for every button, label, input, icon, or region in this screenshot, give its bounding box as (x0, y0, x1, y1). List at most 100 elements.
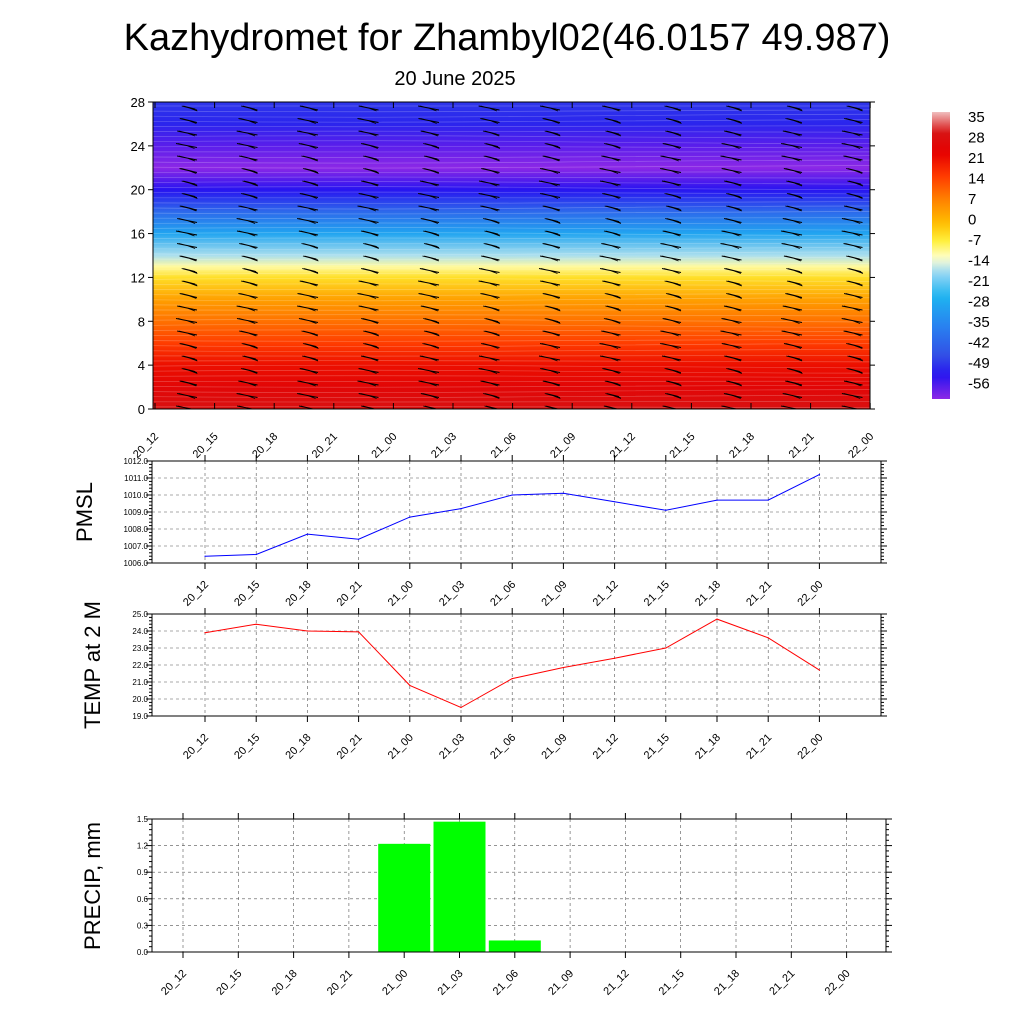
wind-barb (908, 169, 924, 174)
wind-barb (482, 305, 500, 312)
wind-barb (903, 206, 923, 211)
wind-barb (238, 380, 258, 387)
wind-barb (302, 180, 319, 187)
wind-barb (721, 230, 742, 237)
wind-barb (297, 218, 319, 224)
wind-barb (179, 118, 198, 124)
wind-barb (297, 130, 319, 137)
data-point (767, 499, 769, 501)
wind-barb (660, 343, 682, 349)
ytick-label: 1.5 (137, 815, 149, 824)
heatmap-xtick-label: 21_18 (727, 431, 757, 461)
wind-barb (785, 293, 803, 299)
wind-barb (361, 318, 379, 324)
wind-barb (478, 193, 500, 199)
wind-barb (903, 294, 923, 299)
wind-barb (481, 255, 500, 262)
wind-barb (418, 280, 440, 287)
wind-barb (542, 205, 561, 212)
wind-barb (601, 155, 621, 162)
data-point (767, 637, 769, 639)
wind-barb (418, 193, 440, 199)
wind-barb (176, 155, 198, 162)
contour-line (153, 217, 870, 219)
wind-barb (297, 305, 319, 312)
ytick-label: 1009.0 (124, 508, 149, 517)
wind-barb (847, 180, 864, 187)
ytick-label: 25.0 (132, 610, 148, 619)
wind-barb (478, 268, 500, 274)
wind-barb (844, 205, 863, 212)
wind-barb (604, 118, 621, 124)
contour-line (153, 360, 870, 363)
wind-barb (781, 243, 803, 249)
data-point (204, 632, 206, 634)
contour-line (153, 292, 870, 296)
wind-barb (539, 343, 561, 349)
wind-barb (602, 368, 621, 374)
wind-barb (664, 280, 682, 287)
ytick-label: 0.0 (137, 948, 149, 957)
wind-barb (843, 330, 863, 337)
wind-barb (299, 193, 319, 199)
wind-barb (363, 243, 380, 249)
wind-barb (419, 268, 440, 274)
wind-barb (422, 343, 440, 349)
plot-frame (151, 818, 887, 953)
wind-barb (665, 130, 682, 137)
xtick-label: 20_21 (335, 579, 365, 609)
contour-line (153, 140, 870, 145)
wind-barb (177, 305, 198, 312)
wind-barb (721, 168, 742, 174)
data-point (409, 684, 411, 687)
wind-barb (179, 343, 198, 349)
ytick-label: 20.0 (132, 695, 148, 704)
wind-barb (420, 305, 440, 312)
wind-barb (423, 318, 440, 324)
data-point (358, 631, 360, 633)
temp2m-chart: TEMP at 2 M 19.0 20.0 21.0 22.0 23.0 24.0 25.0… (80, 601, 887, 762)
wind-barb (363, 255, 380, 262)
ytick-label: 1010.0 (124, 491, 149, 500)
wind-barb (540, 168, 561, 174)
wind-barb (484, 230, 501, 237)
wind-barb (604, 380, 621, 387)
data-point (562, 666, 565, 669)
xtick-label: 20_15 (232, 579, 262, 609)
wind-barb (358, 218, 379, 224)
ytick-label: 1007.0 (124, 542, 149, 551)
wind-barb (602, 105, 621, 112)
wind-barb (723, 393, 742, 399)
wind-barb (361, 143, 379, 149)
xtick-label: 21_21 (744, 732, 774, 762)
contour-line (153, 205, 870, 210)
precip-bar (433, 821, 486, 952)
wind-barb (422, 255, 440, 262)
heatmap-xtick-label: 21_12 (608, 431, 638, 461)
precip-ylabel: PRECIP, mm (80, 822, 105, 950)
data-point (665, 509, 667, 511)
heatmap-ytick-label: 12 (131, 270, 145, 285)
data-point (716, 499, 718, 501)
wind-barb (236, 318, 258, 324)
wind-barb (540, 105, 561, 112)
wind-barb (299, 280, 319, 287)
wind-barb (181, 268, 198, 274)
wind-barb (845, 168, 863, 174)
contour-line (153, 159, 870, 164)
wind-barb (358, 105, 379, 112)
contour-line (153, 256, 870, 261)
wind-barb (665, 118, 682, 124)
plot-frame (151, 613, 882, 717)
wind-barb (908, 344, 924, 349)
wind-barb (240, 368, 258, 374)
xtick-label: 21_03 (436, 968, 466, 998)
xtick-label: 21_06 (491, 968, 521, 998)
wind-barb (846, 193, 863, 199)
colorbar-label: 0 (968, 212, 976, 229)
colorbar-label: 35 (968, 109, 985, 126)
wind-barb (544, 143, 561, 149)
xtick-label: 20_21 (335, 732, 365, 762)
wind-barb (601, 330, 621, 337)
wind-barb (177, 330, 198, 337)
